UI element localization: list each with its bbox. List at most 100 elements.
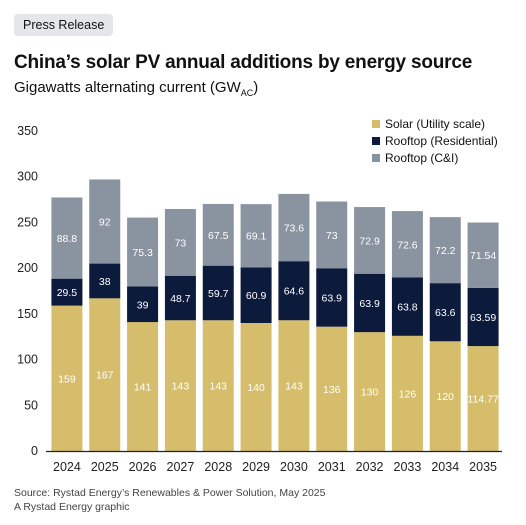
data-label: 64.6 — [284, 286, 305, 298]
data-label: 130 — [361, 387, 379, 399]
x-tick-label: 2030 — [280, 460, 308, 474]
data-label: 72.2 — [435, 245, 456, 257]
bar-segment-residential — [202, 265, 234, 321]
bar-segment-utility — [391, 335, 423, 451]
bar-segment-residential — [316, 268, 348, 327]
bar-segment-ci — [316, 201, 348, 269]
legend-label: Solar (Utility scale) — [385, 117, 485, 131]
data-label: 143 — [209, 381, 227, 393]
data-label: 167 — [96, 370, 114, 382]
subtitle-subscript: AC — [240, 88, 254, 98]
data-label: 73.6 — [284, 223, 305, 235]
x-tick-label: 2034 — [431, 460, 459, 474]
bar-segment-residential — [51, 278, 83, 306]
y-tick-label: 150 — [17, 307, 38, 321]
bar-segment-residential — [164, 275, 196, 321]
subtitle-close: ) — [253, 79, 259, 96]
data-label: 38 — [99, 276, 111, 288]
data-label: 88.8 — [57, 233, 78, 245]
data-label: 126 — [399, 388, 417, 400]
bar-segment-utility — [316, 326, 348, 451]
bar-segment-utility — [278, 320, 310, 451]
legend-swatch-utility — [372, 120, 380, 128]
bar-segment-ci — [89, 179, 121, 264]
data-label: 73 — [326, 230, 338, 242]
bar-segment-ci — [164, 208, 196, 276]
bar-segment-ci — [278, 193, 310, 262]
legend-label: Rooftop (Residential) — [385, 134, 498, 148]
data-label: 136 — [323, 384, 341, 396]
x-tick-label: 2026 — [129, 460, 157, 474]
bar-segment-utility — [354, 332, 386, 451]
bar-segment-residential — [89, 263, 121, 299]
source-note: Source: Rystad Energy’s Renewables & Pow… — [14, 487, 326, 499]
data-label: 120 — [436, 391, 454, 403]
chart-subtitle: Gigawatts alternating current (GWAC) — [14, 79, 258, 98]
data-label: 63.6 — [435, 307, 456, 319]
bar-segment-ci — [467, 222, 499, 288]
y-tick-label: 350 — [17, 124, 38, 138]
x-tick-label: 2028 — [204, 460, 232, 474]
x-tick-label: 2024 — [53, 460, 81, 474]
bar-segment-ci — [240, 204, 272, 268]
bar-segment-utility — [202, 320, 234, 451]
data-label: 63.9 — [359, 298, 380, 310]
subtitle-text: Gigawatts alternating current (GW — [14, 79, 241, 96]
y-tick-label: 50 — [24, 398, 38, 412]
legend-swatch-residential — [372, 137, 380, 145]
legend-swatch-ci — [372, 154, 380, 162]
bar-segment-residential — [467, 287, 499, 347]
bar-segment-utility — [89, 298, 121, 451]
bar-segment-utility — [429, 341, 461, 451]
bar-segment-residential — [127, 286, 159, 323]
bar-segment-ci — [429, 217, 461, 284]
data-label: 48.7 — [170, 293, 191, 305]
data-label: 67.5 — [208, 230, 229, 242]
y-tick-label: 200 — [17, 261, 38, 275]
data-label: 143 — [172, 381, 190, 393]
data-label: 63.8 — [397, 302, 418, 314]
data-label: 73 — [175, 237, 187, 249]
data-label: 141 — [134, 382, 152, 394]
bar-segment-ci — [51, 197, 83, 279]
data-label: 140 — [247, 382, 265, 394]
press-release-badge: Press Release — [14, 14, 114, 36]
bar-segment-residential — [354, 273, 386, 333]
bar-segment-ci — [354, 207, 386, 274]
data-label: 114.77 — [467, 394, 498, 406]
data-label: 63.9 — [322, 292, 343, 304]
bar-segment-utility — [164, 320, 196, 451]
bar-segment-residential — [429, 283, 461, 342]
data-label: 39 — [137, 299, 149, 311]
graphic-credit: A Rystad Energy graphic — [14, 501, 130, 513]
x-tick-label: 2031 — [318, 460, 346, 474]
x-tick-label: 2027 — [167, 460, 195, 474]
data-label: 60.9 — [246, 290, 267, 302]
data-label: 71.54 — [470, 250, 496, 262]
y-tick-label: 100 — [17, 353, 38, 367]
y-tick-label: 250 — [17, 215, 38, 229]
bar-segment-ci — [127, 217, 159, 287]
data-label: 159 — [58, 373, 76, 385]
x-tick-label: 2029 — [242, 460, 270, 474]
data-label: 72.6 — [397, 239, 418, 251]
bar-segment-utility — [127, 322, 159, 451]
chart-title: China’s solar PV annual additions by ene… — [14, 52, 473, 73]
legend-label: Rooftop (C&I) — [385, 151, 458, 165]
y-tick-label: 0 — [31, 444, 38, 458]
bar-segment-residential — [391, 277, 423, 336]
data-label: 63.59 — [470, 312, 496, 324]
data-label: 29.5 — [57, 287, 78, 299]
data-label: 69.1 — [246, 231, 267, 243]
bar-segment-residential — [278, 261, 310, 321]
y-tick-label: 300 — [17, 170, 38, 184]
bar-segment-utility — [467, 346, 499, 451]
data-label: 143 — [285, 381, 303, 393]
bar-segment-ci — [202, 203, 234, 266]
x-tick-label: 2035 — [469, 460, 497, 474]
x-tick-label: 2025 — [91, 460, 119, 474]
x-tick-label: 2033 — [394, 460, 422, 474]
data-label: 75.3 — [132, 247, 153, 259]
bar-segment-utility — [240, 323, 272, 451]
bar-segment-ci — [391, 211, 423, 278]
